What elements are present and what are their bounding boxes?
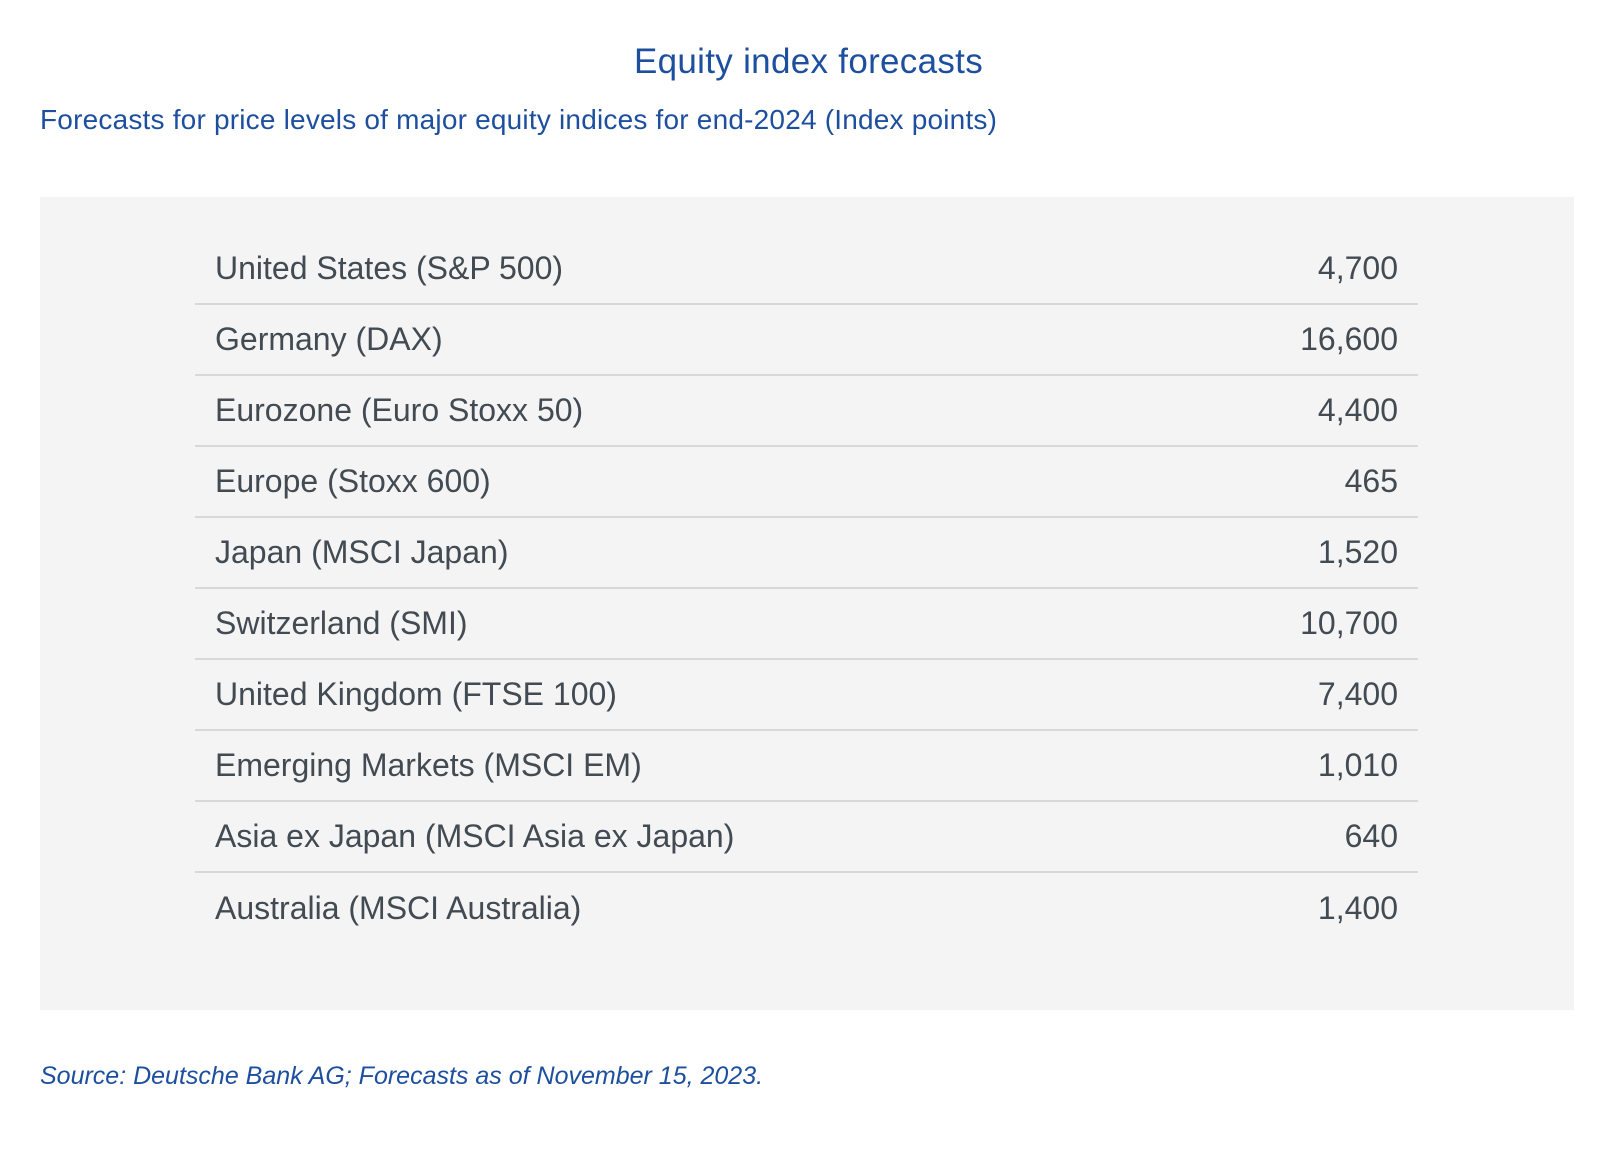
forecast-value: 640	[1344, 818, 1398, 854]
index-label: Europe (Stoxx 600)	[215, 463, 491, 499]
forecast-value: 4,400	[1317, 392, 1398, 428]
forecast-value: 10,700	[1300, 605, 1398, 641]
table-row: United States (S&P 500) 4,700	[195, 234, 1418, 305]
forecast-table-panel: United States (S&P 500) 4,700 Germany (D…	[40, 197, 1574, 1010]
forecast-value: 4,700	[1317, 250, 1398, 286]
table-row: United Kingdom (FTSE 100) 7,400	[195, 660, 1418, 731]
forecast-value: 16,600	[1300, 321, 1398, 357]
index-label: Switzerland (SMI)	[215, 605, 468, 641]
index-label: Asia ex Japan (MSCI Asia ex Japan)	[215, 818, 735, 854]
index-label: Emerging Markets (MSCI EM)	[215, 747, 642, 783]
page-subtitle: Forecasts for price levels of major equi…	[40, 104, 998, 135]
forecast-value: 1,010	[1317, 747, 1398, 783]
forecast-table: United States (S&P 500) 4,700 Germany (D…	[195, 234, 1418, 944]
forecast-value: 1,400	[1317, 890, 1398, 926]
index-label: Germany (DAX)	[215, 321, 443, 357]
index-label: Japan (MSCI Japan)	[215, 534, 509, 570]
table-row: Eurozone (Euro Stoxx 50) 4,400	[195, 376, 1418, 447]
index-label: United States (S&P 500)	[215, 250, 564, 286]
source-note: Source: Deutsche Bank AG; Forecasts as o…	[40, 1062, 764, 1090]
table-row: Europe (Stoxx 600) 465	[195, 447, 1418, 518]
forecast-value: 465	[1344, 463, 1398, 499]
table-row: Germany (DAX) 16,600	[195, 305, 1418, 376]
table-row: Asia ex Japan (MSCI Asia ex Japan) 640	[195, 802, 1418, 873]
forecast-value: 1,520	[1317, 534, 1398, 570]
index-label: Eurozone (Euro Stoxx 50)	[215, 392, 584, 428]
index-label: United Kingdom (FTSE 100)	[215, 676, 617, 712]
table-row: Switzerland (SMI) 10,700	[195, 589, 1418, 660]
forecast-value: 7,400	[1317, 676, 1398, 712]
table-row: Emerging Markets (MSCI EM) 1,010	[195, 731, 1418, 802]
index-label: Australia (MSCI Australia)	[215, 890, 582, 926]
table-row: Japan (MSCI Japan) 1,520	[195, 518, 1418, 589]
page-title: Equity index forecasts	[634, 42, 983, 81]
table-row: Australia (MSCI Australia) 1,400	[195, 873, 1418, 944]
